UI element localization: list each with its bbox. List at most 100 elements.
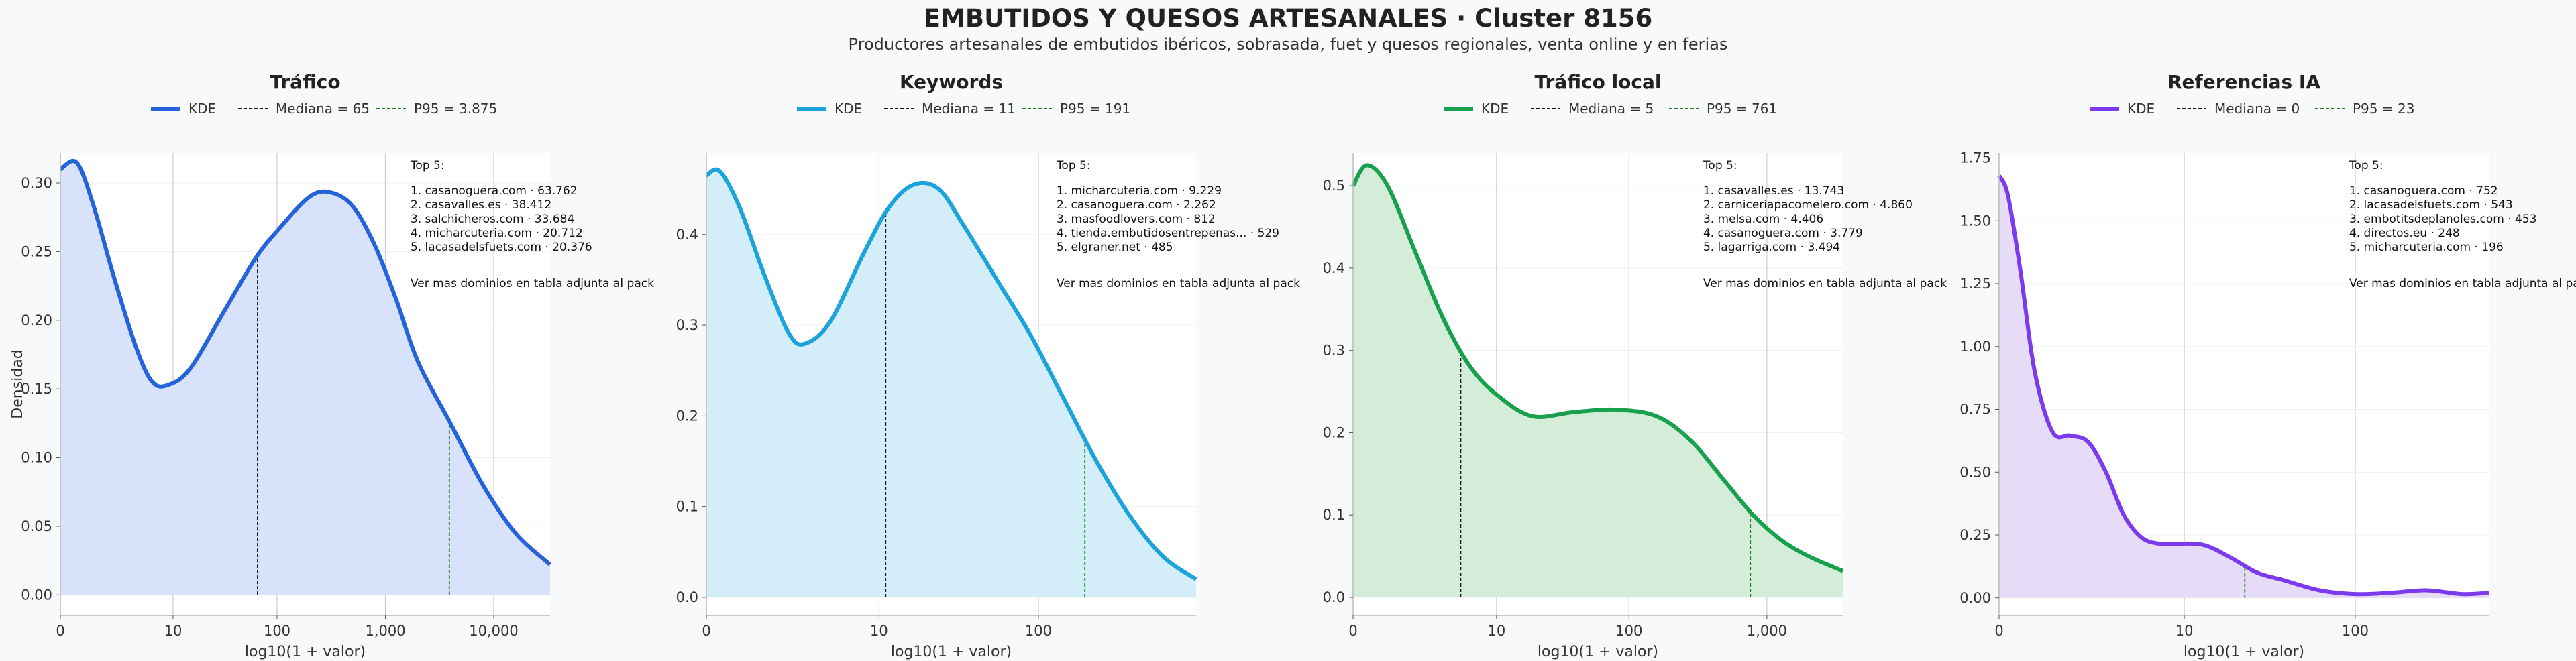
top5-item: 3. masfoodlovers.com · 812 (1057, 213, 1216, 226)
kde-line (59, 159, 552, 566)
y-tick-label: 1.25 (1960, 276, 1991, 292)
top5-item: 5. elgraner.net · 485 (1057, 241, 1173, 254)
top5-item: 1. micharcuteria.com · 9.229 (1057, 184, 1222, 198)
x-tick-label: 0 (702, 623, 710, 639)
panel-title: Tráfico (270, 71, 340, 93)
y-tick-label: 0.4 (1323, 260, 1345, 276)
y-tick-label: 0.05 (21, 518, 52, 534)
x-tick-label: 10 (1487, 623, 1505, 639)
top5-item: 2. casavalles.es · 38.412 (411, 198, 551, 212)
top5-item: 4. casanoguera.com · 3.779 (1703, 227, 1863, 240)
top5-item: 4. tienda.embutidosentrepenas... · 529 (1057, 227, 1279, 240)
x-tick-label: 1,000 (1747, 623, 1787, 639)
y-tick-label: 0.75 (1960, 402, 1991, 418)
x-axis-label: log10(1 + valor) (2184, 644, 2304, 660)
legend-kde-label: KDE (1481, 101, 1509, 117)
y-tick-label: 1.50 (1960, 213, 1991, 229)
kde-line (1997, 174, 2489, 597)
top5-heading: Top 5: (1703, 159, 1737, 172)
chart-panel-3: 0.0 0.1 0.2 0.3 0.4 0.5 0 10 100 1,000 log10(1 + v… (1323, 71, 1947, 660)
top5-item: 1. casanoguera.com · 752 (2349, 184, 2498, 198)
top5-item: 4. micharcuteria.com · 20.712 (411, 227, 583, 240)
panel-title: Keywords (900, 71, 1003, 93)
legend: KDE Mediana = 11 P95 = 191 (797, 101, 1130, 117)
x-tick-label: 100 (1615, 623, 1642, 639)
legend-kde-label: KDE (835, 101, 862, 117)
legend: KDE Mediana = 65 P95 = 3.875 (151, 101, 497, 117)
top5-item: 2. carniceriapacomelero.com · 4.860 (1703, 198, 1913, 212)
kde-line (705, 167, 1197, 581)
legend-median-label: Mediana = 11 (922, 101, 1016, 117)
x-axis-label: log10(1 + valor) (245, 644, 366, 660)
kde-area (1999, 175, 2489, 598)
top5-item: 3. embotitsdeplanoles.com · 453 (2349, 213, 2537, 226)
x-axis-label: log10(1 + valor) (891, 644, 1012, 660)
x-tick-label: 10,000 (469, 623, 518, 639)
top5-item: 5. lagarriga.com · 3.494 (1703, 241, 1840, 254)
top5-footer: Ver mas dominios en tabla adjunta al pac… (411, 277, 654, 290)
y-tick-label: 0.00 (1960, 590, 1991, 606)
top5-heading: Top 5: (410, 159, 445, 172)
legend-p95-label: P95 = 761 (1707, 101, 1777, 117)
y-tick-label: 0.1 (1323, 507, 1345, 523)
y-tick-label: 0.30 (21, 175, 52, 191)
y-tick-label: 0.20 (21, 312, 52, 328)
x-tick-label: 0 (56, 623, 64, 639)
panel-title: Referencias IA (2167, 71, 2320, 93)
y-tick-label: 0.2 (1323, 424, 1345, 440)
top5-footer: Ver mas dominios en tabla adjunta al pac… (1703, 277, 1947, 290)
legend-kde-label: KDE (189, 101, 216, 117)
legend-p95-label: P95 = 191 (1060, 101, 1130, 117)
y-tick-label: 0.4 (676, 227, 698, 243)
legend-median-label: Mediana = 0 (2214, 101, 2300, 117)
x-tick-label: 0 (1348, 623, 1357, 639)
top5-item: 4. directos.eu · 248 (2349, 227, 2460, 240)
x-tick-label: 10 (164, 623, 182, 639)
top5-heading: Top 5: (1056, 159, 1091, 172)
top5-heading: Top 5: (2349, 159, 2383, 172)
top5-item: 3. salchicheros.com · 33.684 (411, 213, 574, 226)
y-tick-label: 0.10 (21, 450, 52, 466)
y-tick-label: 0.00 (21, 587, 52, 603)
top5-item: 2. casanoguera.com · 2.262 (1057, 198, 1216, 212)
y-tick-label: 0.2 (676, 408, 698, 424)
top5-item: 1. casavalles.es · 13.743 (1703, 184, 1844, 198)
x-tick-label: 10 (2176, 623, 2194, 639)
top5-item: 3. melsa.com · 4.406 (1703, 213, 1823, 226)
kde-area (706, 169, 1196, 597)
y-tick-label: 0.3 (676, 317, 698, 333)
kde-area (60, 160, 550, 595)
top5-item: 5. micharcuteria.com · 196 (2349, 241, 2504, 254)
y-tick-label: 0.3 (1323, 343, 1345, 359)
top5-footer: Ver mas dominios en tabla adjunta al pac… (2349, 277, 2576, 290)
legend-p95-label: P95 = 23 (2353, 101, 2414, 117)
y-tick-label: 0.1 (676, 499, 698, 515)
top5-footer: Ver mas dominios en tabla adjunta al pac… (1057, 277, 1300, 290)
top5-item: 2. lacasadelsfuets.com · 543 (2349, 198, 2513, 212)
x-tick-label: 1,000 (365, 623, 405, 639)
legend-median-label: Mediana = 5 (1568, 101, 1654, 117)
legend-median-label: Mediana = 65 (276, 101, 370, 117)
x-axis-label: log10(1 + valor) (1538, 644, 1658, 660)
y-tick-label: 0.5 (1323, 178, 1345, 194)
legend-kde-label: KDE (2127, 101, 2155, 117)
y-tick-label: 0.25 (21, 243, 52, 259)
chart-panel-4: 0.00 0.25 0.50 0.75 1.00 1.25 1.50 1.75 0 10 100 lo… (1960, 71, 2576, 660)
y-tick-label: 0.50 (1960, 464, 1991, 480)
page-title: EMBUTIDOS Y QUESOS ARTESANALES · Cluster… (923, 4, 1653, 33)
top5-item: 1. casanoguera.com · 63.762 (411, 184, 578, 198)
y-tick-label: 1.75 (1960, 150, 1991, 166)
panel-title: Tráfico local (1535, 71, 1662, 93)
x-tick-label: 10 (870, 623, 888, 639)
kde-line (1351, 163, 1844, 573)
x-tick-label: 0 (1994, 623, 2003, 639)
x-tick-label: 100 (264, 623, 290, 639)
kde-area (1353, 165, 1843, 597)
chart-panel-1: 0.00 0.05 0.10 0.15 0.20 0.25 0.30 0 10 100 1,000 1… (9, 71, 654, 660)
y-tick-label: 1.00 (1960, 339, 1991, 355)
y-axis-label: Densidad (9, 349, 26, 418)
legend: KDE Mediana = 5 P95 = 761 (1444, 101, 1777, 117)
